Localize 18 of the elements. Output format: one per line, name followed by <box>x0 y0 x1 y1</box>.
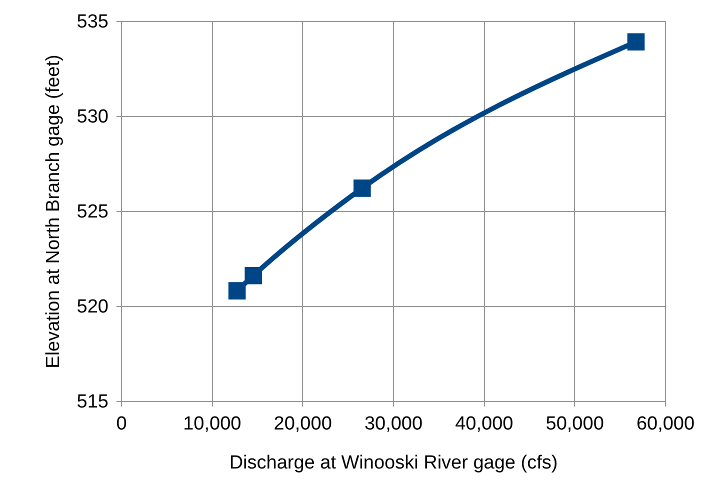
x-tick-label: 10,000 <box>183 414 242 434</box>
point <box>244 266 262 284</box>
x-tick-label: 20,000 <box>274 414 332 434</box>
y-tick-label: 515 <box>76 392 108 412</box>
x-tick-label: 60,000 <box>636 414 695 434</box>
x-tick-label: 50,000 <box>546 414 604 434</box>
point <box>627 33 645 51</box>
x-tick-label: 40,000 <box>455 414 514 434</box>
y-tick-label: 530 <box>76 106 108 128</box>
x-tick-label: 30,000 <box>364 414 423 434</box>
point <box>228 282 246 300</box>
y-tick-label: 535 <box>76 12 108 32</box>
x-tick-label: 0 <box>116 414 127 434</box>
point <box>354 180 371 197</box>
x-axis-title: Discharge at Winooski River gage (cfs) <box>229 452 558 474</box>
y-axis-title: Elevation at North Branch gage (feet) <box>42 54 64 368</box>
y-tick-label: 525 <box>76 202 108 222</box>
y-tick-label: 520 <box>76 296 108 318</box>
